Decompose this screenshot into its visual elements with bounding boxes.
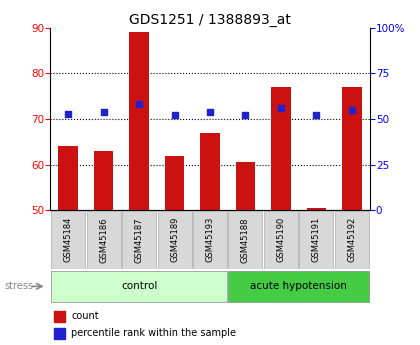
FancyBboxPatch shape — [335, 211, 369, 268]
Bar — [54, 328, 65, 339]
Text: GSM45193: GSM45193 — [205, 217, 215, 263]
Point — [278, 105, 284, 111]
FancyBboxPatch shape — [193, 211, 227, 268]
Bar — [236, 162, 255, 210]
Point — [65, 111, 71, 116]
Text: GSM45184: GSM45184 — [64, 217, 73, 263]
Bar — [165, 156, 184, 210]
FancyBboxPatch shape — [51, 211, 85, 268]
Text: stress: stress — [4, 282, 33, 291]
Point — [136, 102, 142, 107]
Bar — [94, 151, 113, 210]
Point — [242, 112, 249, 118]
Text: GSM45191: GSM45191 — [312, 217, 321, 263]
Text: percentile rank within the sample: percentile rank within the sample — [71, 328, 236, 338]
Point — [100, 109, 107, 115]
FancyBboxPatch shape — [299, 211, 333, 268]
Bar — [129, 32, 149, 210]
Text: acute hypotension: acute hypotension — [250, 282, 347, 291]
FancyBboxPatch shape — [158, 211, 192, 268]
Text: control: control — [121, 282, 157, 291]
Text: GSM45189: GSM45189 — [170, 217, 179, 263]
Point — [171, 112, 178, 118]
Title: GDS1251 / 1388893_at: GDS1251 / 1388893_at — [129, 12, 291, 27]
Bar — [200, 133, 220, 210]
FancyBboxPatch shape — [51, 271, 227, 302]
FancyBboxPatch shape — [228, 271, 369, 302]
FancyBboxPatch shape — [122, 211, 156, 268]
Text: GSM45188: GSM45188 — [241, 217, 250, 263]
FancyBboxPatch shape — [87, 211, 121, 268]
Text: GSM45190: GSM45190 — [276, 217, 286, 263]
Text: GSM45186: GSM45186 — [99, 217, 108, 263]
Text: GSM45187: GSM45187 — [134, 217, 144, 263]
Bar — [54, 310, 65, 322]
FancyBboxPatch shape — [264, 211, 298, 268]
Point — [207, 109, 213, 115]
Bar — [271, 87, 291, 210]
Bar — [342, 87, 362, 210]
Bar — [307, 208, 326, 210]
Text: count: count — [71, 311, 99, 321]
Point — [313, 112, 320, 118]
FancyBboxPatch shape — [228, 211, 262, 268]
Point — [349, 107, 355, 112]
Text: GSM45192: GSM45192 — [347, 217, 356, 263]
Bar — [58, 146, 78, 210]
